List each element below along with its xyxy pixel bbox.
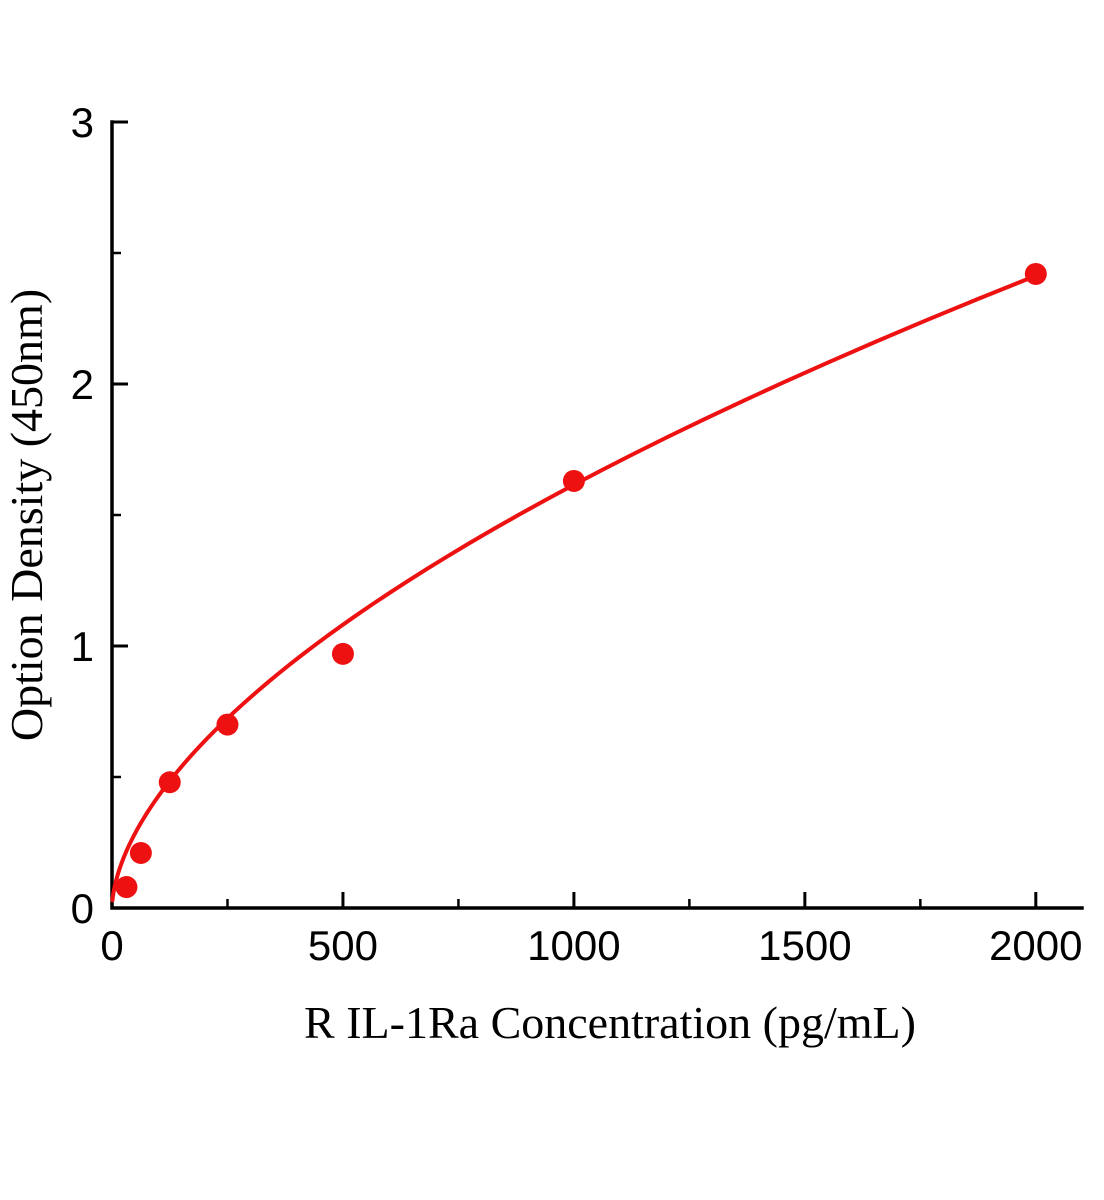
axes bbox=[110, 120, 1084, 910]
data-point bbox=[562, 469, 585, 492]
y-tick-label: 3 bbox=[71, 99, 94, 146]
tick-labels: 0 500 1000 1500 2000 0 1 2 3 bbox=[71, 99, 1083, 969]
fit-curve-path bbox=[110, 273, 1038, 903]
axis-lines bbox=[110, 120, 1084, 910]
data-point bbox=[331, 642, 354, 665]
x-tick-label: 1000 bbox=[527, 922, 620, 969]
y-tick-label: 2 bbox=[71, 361, 94, 408]
data-point bbox=[1024, 262, 1047, 285]
x-axis-title: R IL-1Ra Concentration (pg/mL) bbox=[304, 997, 916, 1048]
y-tick-label: 0 bbox=[71, 885, 94, 932]
x-tick-label: 0 bbox=[100, 922, 123, 969]
fit-curve bbox=[110, 273, 1038, 903]
x-tick-label: 1500 bbox=[758, 922, 851, 969]
data-point bbox=[158, 771, 181, 794]
y-tick-label: 1 bbox=[71, 623, 94, 670]
data-point bbox=[216, 713, 239, 736]
data-point bbox=[115, 876, 138, 899]
tick-marks bbox=[110, 120, 1038, 910]
data-points bbox=[115, 262, 1047, 899]
y-axis-title: Option Density (450nm) bbox=[1, 289, 52, 741]
x-tick-label: 2000 bbox=[989, 922, 1082, 969]
x-tick-label: 500 bbox=[308, 922, 378, 969]
data-point bbox=[129, 841, 152, 864]
